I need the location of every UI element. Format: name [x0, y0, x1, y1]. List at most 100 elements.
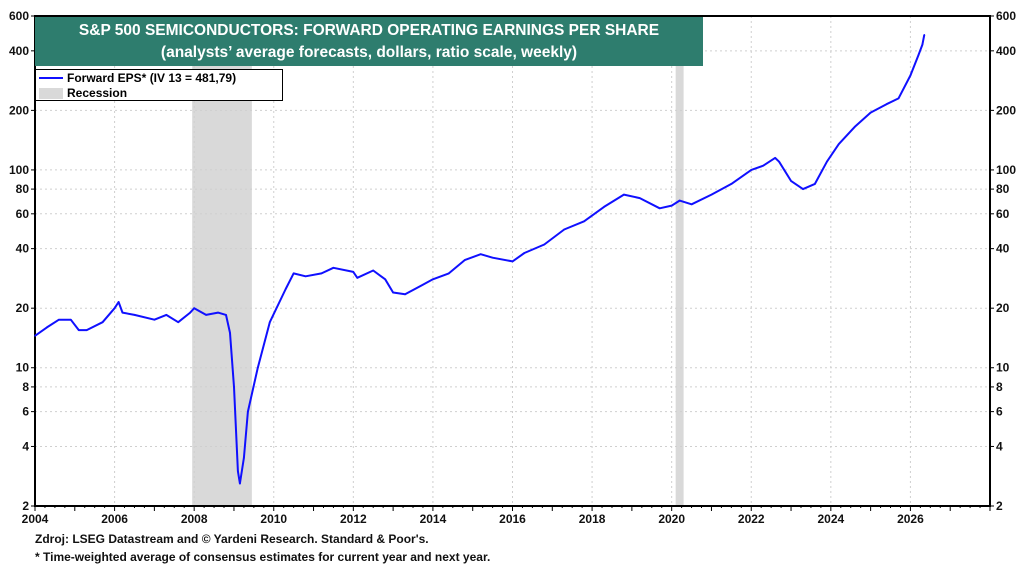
x-tick-label: 2014 [420, 512, 447, 526]
x-tick-label: 2006 [101, 512, 128, 526]
data-point [678, 199, 681, 202]
data-point [392, 291, 394, 294]
data-point [511, 260, 514, 263]
data-point [46, 326, 48, 329]
data-point [34, 335, 36, 337]
y-tick-label-right: 6 [996, 405, 1003, 419]
data-point [869, 111, 872, 114]
data-point [217, 311, 219, 314]
legend-item-recession: Recession [39, 86, 282, 100]
series-line-forward-eps [34, 34, 926, 485]
data-point [658, 207, 661, 210]
data-point [790, 180, 792, 182]
data-point [58, 318, 60, 321]
data-point [117, 301, 120, 303]
data-point [292, 272, 295, 275]
y-tick-label-left: 400 [9, 44, 29, 58]
x-tick-label: 2016 [499, 512, 526, 526]
data-point [384, 278, 386, 281]
recession-band [675, 16, 684, 506]
data-point [121, 311, 124, 314]
data-point [237, 470, 239, 472]
data-point [332, 267, 335, 269]
data-point [320, 272, 323, 275]
data-point [432, 278, 434, 281]
y-tick-label-left: 600 [9, 9, 29, 23]
y-tick-label-right: 100 [996, 163, 1016, 177]
data-point [491, 256, 494, 259]
y-tick-label-right: 400 [996, 44, 1016, 58]
data-point [897, 97, 900, 100]
data-point [563, 228, 566, 231]
data-point [113, 307, 116, 309]
y-tick-label-left: 2 [22, 499, 29, 513]
data-point [101, 321, 104, 323]
data-point [153, 318, 156, 321]
y-tick-label-right: 4 [996, 439, 1003, 453]
y-tick-label-right: 2 [996, 499, 1003, 513]
data-point [225, 314, 227, 316]
data-point [352, 271, 355, 273]
y-tick-label-right: 200 [996, 103, 1016, 117]
data-point [268, 321, 271, 323]
data-point [670, 204, 673, 207]
data-point [463, 259, 466, 261]
y-tick-label-left: 80 [16, 182, 30, 196]
data-point [85, 329, 88, 331]
footnote: * Time-weighted average of consensus est… [35, 550, 491, 564]
data-point [885, 103, 888, 105]
legend-swatch-recession [39, 87, 63, 99]
data-point [623, 193, 625, 196]
data-point [603, 206, 605, 208]
y-tick-label-left: 60 [16, 207, 30, 221]
x-tick-label: 2018 [579, 512, 606, 526]
data-point [189, 311, 191, 314]
data-point [77, 329, 80, 331]
data-point [479, 253, 482, 255]
data-point [802, 188, 804, 190]
data-point [690, 203, 693, 206]
y-tick-label-left: 200 [9, 103, 29, 117]
y-tick-label-left: 6 [22, 405, 29, 419]
data-point [133, 314, 136, 316]
data-point [257, 366, 259, 369]
data-point [923, 34, 926, 36]
y-tick-label-right: 60 [996, 207, 1010, 221]
data-point [420, 284, 422, 287]
data-point [372, 269, 375, 272]
data-point [247, 410, 249, 413]
y-tick-label-left: 20 [16, 301, 30, 315]
y-tick-label-left: 8 [22, 380, 29, 394]
data-point [814, 183, 816, 185]
chart-title: S&P 500 SEMICONDUCTORS: FORWARD OPERATIN… [78, 22, 660, 39]
y-tick-label-right: 40 [996, 242, 1010, 256]
chart-subtitle: (analysts’ average forecasts, dollars, r… [160, 44, 578, 61]
data-point [921, 43, 924, 46]
data-point [730, 183, 733, 185]
data-point [826, 160, 828, 163]
x-tick-label: 2010 [260, 512, 287, 526]
x-tick-label: 2022 [738, 512, 765, 526]
legend-item-eps: Forward EPS* (IV 13 = 481,79) [39, 71, 282, 85]
data-point [165, 314, 168, 316]
data-point [750, 169, 753, 171]
y-tick-label-left: 100 [9, 163, 29, 177]
y-tick-label-right: 8 [996, 380, 1003, 394]
legend: Forward EPS* (IV 13 = 481,79) Recession [35, 69, 283, 101]
data-point [205, 314, 207, 316]
data-point [853, 126, 856, 128]
data-point [229, 332, 231, 334]
x-tick-label: 2004 [22, 512, 49, 526]
data-point [356, 276, 359, 279]
x-tick-label: 2008 [181, 512, 208, 526]
x-tick-label: 2012 [340, 512, 367, 526]
data-point [917, 54, 920, 57]
data-point [837, 143, 840, 145]
data-point [70, 318, 72, 321]
data-point [239, 482, 241, 485]
data-point [583, 220, 585, 223]
data-point [404, 293, 406, 296]
data-point [233, 386, 235, 388]
data-point [543, 243, 546, 246]
data-point [774, 157, 776, 159]
